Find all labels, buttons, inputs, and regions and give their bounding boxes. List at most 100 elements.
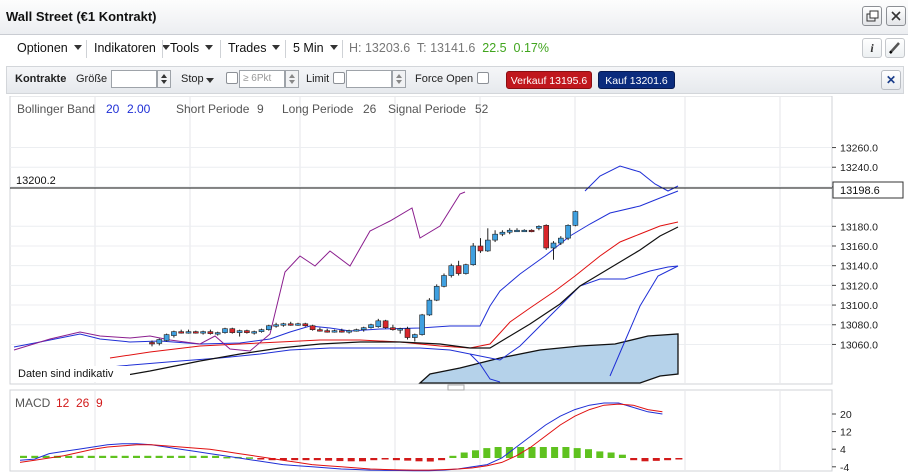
macd-axis-label: -4: [840, 462, 849, 474]
macd-histogram-bar: [381, 458, 389, 460]
candle-body: [441, 275, 447, 287]
legend-signal-value: 52: [475, 102, 489, 116]
menu-trades[interactable]: Trades: [228, 41, 281, 55]
chart-area[interactable]: 13200.2 13260.013240.013220.013180.01316…: [0, 96, 908, 475]
legend-short-label: Short Periode: [176, 102, 250, 116]
candle-body: [360, 327, 367, 330]
candle-body: [265, 325, 272, 330]
menu-tools[interactable]: Tools: [170, 41, 214, 55]
candle-body: [368, 324, 374, 329]
close-icon: ✕: [885, 73, 897, 87]
sell-button[interactable]: Verkauf 13195.6: [506, 71, 592, 89]
chevron-down-icon: [161, 45, 170, 50]
candle-body: [463, 264, 469, 274]
divider: [86, 40, 87, 58]
window-titlebar: Wall Street (€1 Kontrakt): [0, 0, 908, 35]
menu-timeframe[interactable]: 5 Min: [293, 41, 338, 55]
candle-body: [448, 265, 455, 276]
macd-histogram-bar: [178, 455, 186, 458]
candle-body: [251, 331, 257, 334]
macd-histogram-bar: [31, 455, 39, 458]
candle-body: [411, 334, 418, 338]
macd-histogram-bar: [438, 458, 446, 461]
candle-body: [207, 331, 214, 334]
force-open-checkbox[interactable]: [477, 72, 489, 84]
candle-body: [338, 330, 345, 333]
edit-button[interactable]: [885, 38, 905, 58]
macd-histogram-bar: [392, 458, 400, 461]
candle-body: [178, 331, 184, 334]
stop-input[interactable]: ≥ 6Pkt: [239, 70, 285, 88]
stop-dropdown-icon[interactable]: [206, 78, 214, 83]
size-stepper[interactable]: [157, 70, 171, 88]
candle-body: [419, 314, 425, 335]
size-label: Größe: [76, 73, 108, 85]
macd-param-signal: 9: [96, 396, 103, 410]
limit-stepper[interactable]: [392, 70, 406, 88]
candle-body: [506, 229, 513, 233]
macd-histogram-bar: [460, 452, 468, 458]
macd-axis-label: 12: [840, 427, 852, 439]
limit-input[interactable]: [346, 70, 392, 88]
candle-body: [273, 324, 279, 327]
candle-body: [572, 211, 579, 226]
macd-histogram-bar: [404, 458, 412, 461]
macd-histogram-bar: [607, 452, 615, 458]
macd-histogram-bar: [76, 455, 84, 458]
macd-histogram-bar: [336, 458, 344, 462]
stop-checkbox[interactable]: [226, 72, 238, 84]
price-axis-label: 13120.0: [840, 280, 878, 292]
price-axis: 13260.013240.013220.013180.013160.013140…: [832, 143, 878, 351]
candle-body: [390, 327, 396, 330]
macd-histogram-bar: [166, 455, 174, 458]
candle-body: [565, 225, 571, 239]
quote-change-pct: 0.17%: [513, 41, 549, 55]
macd-histogram-bar: [641, 458, 649, 462]
menu-optionen[interactable]: Optionen: [17, 41, 82, 55]
buy-button[interactable]: Kauf 13201.6: [598, 71, 675, 89]
force-open-label: Force Open: [415, 73, 474, 85]
candle-body: [382, 320, 389, 329]
indicative-data-notice: Daten sind indikativ: [18, 368, 114, 380]
signal-line: [13, 191, 466, 352]
order-toolbar: Kontrakte Größe Stop ≥ 6Pkt Limit Force …: [6, 66, 904, 94]
menu-indikatoren[interactable]: Indikatoren: [94, 41, 170, 55]
candle-body: [426, 299, 433, 316]
macd-histogram-bar: [155, 455, 163, 458]
info-button[interactable]: i: [862, 38, 882, 58]
macd-histogram-bar: [212, 455, 220, 458]
panel-resize-handle[interactable]: [447, 384, 465, 391]
macd-histogram-bar: [664, 458, 672, 461]
macd-histogram-bar: [99, 455, 107, 458]
macd-histogram-bar: [472, 450, 479, 458]
candle-body: [536, 226, 542, 229]
macd-histogram-bar: [133, 455, 140, 458]
macd-histogram-bar: [630, 458, 638, 461]
candle-body: [397, 328, 404, 331]
macd-param-slow: 26: [76, 396, 90, 410]
close-order-bar-button[interactable]: ✕: [881, 70, 901, 90]
macd-histogram-bar: [539, 447, 547, 458]
price-panel: [9, 96, 833, 385]
legend-long-value: 26: [363, 102, 377, 116]
macd-histogram-bar: [279, 458, 287, 461]
legend-long-label: Long Periode: [282, 102, 354, 116]
restore-window-button[interactable]: [862, 6, 882, 26]
candle-body: [244, 330, 250, 333]
macd-axis-label: 20: [840, 409, 852, 421]
size-input[interactable]: [111, 70, 157, 88]
chart-menubar: Optionen Indikatoren Tools Trades 5 Min …: [8, 36, 906, 62]
stop-stepper[interactable]: [285, 70, 299, 88]
bollinger-lower-tail: [469, 353, 501, 383]
close-window-button[interactable]: [886, 6, 906, 26]
limit-checkbox[interactable]: [333, 72, 345, 84]
legend-short-value: 9: [257, 102, 264, 116]
macd-histogram-bar: [449, 455, 457, 458]
candle-body: [528, 229, 535, 233]
macd-histogram-bar: [20, 455, 27, 458]
stepper-arrows-icon: [289, 74, 295, 84]
price-axis-label: 13160.0: [840, 241, 878, 253]
macd-histogram-bar: [200, 455, 208, 458]
macd-histogram-bar: [585, 449, 592, 458]
chevron-down-icon: [329, 45, 338, 50]
